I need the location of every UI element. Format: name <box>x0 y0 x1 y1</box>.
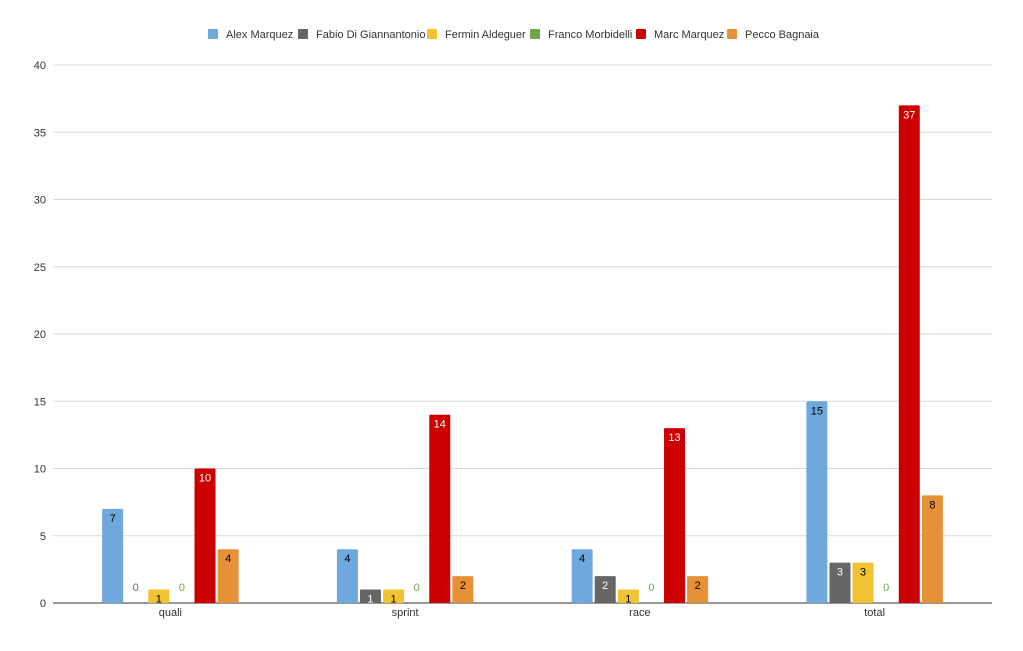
data-label: 3 <box>860 567 866 579</box>
bar <box>594 576 616 603</box>
legend-swatch <box>427 29 437 39</box>
x-tick-label: total <box>864 607 885 619</box>
data-label: 13 <box>668 432 680 444</box>
legend-label: Marc Marquez <box>654 29 724 41</box>
bar <box>898 105 920 603</box>
legend-label: Fermin Aldeguer <box>445 29 526 41</box>
bar <box>571 549 593 603</box>
data-label: 1 <box>625 594 631 606</box>
x-tick-label: quali <box>159 607 182 619</box>
bar <box>383 589 405 603</box>
x-axis-ticks: quali sprint race total <box>159 607 885 619</box>
legend-swatch <box>298 29 308 39</box>
data-label: 0 <box>179 582 185 594</box>
data-label: 4 <box>579 553 585 565</box>
data-label: 7 <box>110 513 116 525</box>
bars <box>102 105 943 603</box>
data-label: 4 <box>225 553 231 565</box>
legend: Alex Marquez Fabio Di Giannantonio Fermin … <box>208 29 820 41</box>
data-label: 0 <box>414 582 420 594</box>
bar <box>687 576 709 603</box>
y-axis-ticks: 0 5 10 15 20 25 30 35 40 <box>34 60 46 610</box>
bar <box>617 589 639 603</box>
x-tick-label: sprint <box>392 607 419 619</box>
data-label: 1 <box>391 594 397 606</box>
bar <box>806 401 828 603</box>
y-tick-label: 0 <box>40 598 46 610</box>
data-label: 0 <box>133 582 139 594</box>
legend-label: Franco Morbidelli <box>548 29 632 41</box>
bar <box>829 562 851 603</box>
data-label: 2 <box>695 580 701 592</box>
data-label: 15 <box>811 405 823 417</box>
bar <box>921 495 943 603</box>
legend-label: Fabio Di Giannantonio <box>316 29 425 41</box>
bar <box>194 468 216 603</box>
legend-swatch <box>636 29 646 39</box>
legend-label: Alex Marquez <box>226 29 293 41</box>
data-label: 4 <box>344 553 350 565</box>
y-tick-label: 30 <box>34 195 46 207</box>
bar <box>102 508 124 603</box>
data-label: 0 <box>648 582 654 594</box>
y-tick-label: 40 <box>34 60 46 72</box>
data-label: 3 <box>837 567 843 579</box>
y-tick-label: 5 <box>40 531 46 543</box>
y-tick-label: 25 <box>34 262 46 274</box>
data-label: 1 <box>156 594 162 606</box>
bar <box>336 549 358 603</box>
data-label: 0 <box>883 582 889 594</box>
data-label: 8 <box>929 499 935 511</box>
grid-lines <box>53 64 992 604</box>
bar <box>852 562 874 603</box>
data-label: 14 <box>434 419 446 431</box>
data-label: 37 <box>903 109 915 121</box>
data-label: 2 <box>460 580 466 592</box>
y-tick-label: 35 <box>34 127 46 139</box>
bar <box>429 414 451 603</box>
bar <box>359 589 381 603</box>
data-label: 1 <box>367 594 373 606</box>
legend-swatch <box>530 29 540 39</box>
bar <box>664 428 686 603</box>
x-tick-label: race <box>629 607 650 619</box>
data-label: 10 <box>199 473 211 485</box>
bar <box>452 576 474 603</box>
y-tick-label: 10 <box>34 464 46 476</box>
data-label: 2 <box>602 580 608 592</box>
legend-swatch <box>208 29 218 39</box>
y-tick-label: 20 <box>34 329 46 341</box>
bar <box>217 549 239 603</box>
legend-swatch <box>727 29 737 39</box>
y-tick-label: 15 <box>34 396 46 408</box>
legend-label: Pecco Bagnaia <box>745 29 820 41</box>
bar <box>148 589 170 603</box>
